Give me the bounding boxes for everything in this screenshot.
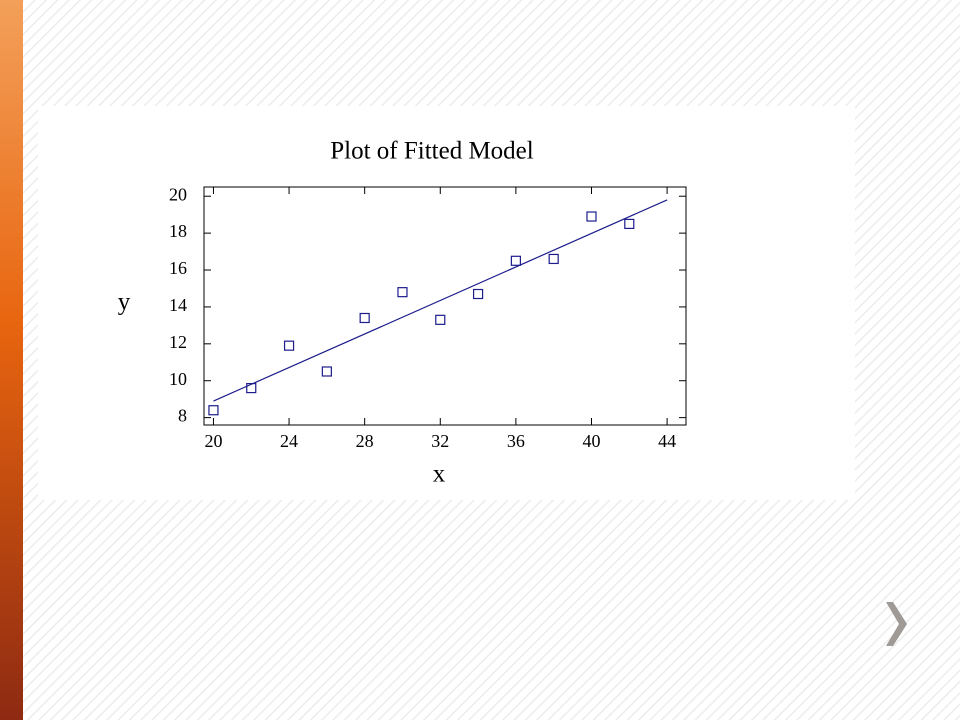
data-point bbox=[586, 211, 597, 222]
data-point bbox=[548, 253, 559, 265]
y-tick-label: 18 bbox=[169, 221, 187, 241]
y-tick-label: 12 bbox=[169, 332, 187, 352]
next-arrow[interactable] bbox=[886, 602, 907, 646]
data-point bbox=[472, 288, 484, 300]
x-tick-label: 32 bbox=[431, 431, 449, 451]
y-tick-label: 10 bbox=[169, 369, 187, 389]
x-tick-label: 40 bbox=[582, 431, 600, 451]
plot-frame bbox=[203, 186, 687, 426]
data-point bbox=[397, 287, 408, 298]
data-point bbox=[359, 312, 370, 324]
y-axis-label: y bbox=[118, 289, 131, 316]
data-point bbox=[321, 366, 332, 377]
x-tick-label: 36 bbox=[507, 431, 525, 451]
x-axis-label: x bbox=[433, 461, 446, 488]
x-tick-label: 24 bbox=[280, 431, 298, 451]
y-tick-label: 20 bbox=[169, 184, 187, 204]
y-tick-label: 14 bbox=[169, 295, 187, 315]
data-point bbox=[283, 340, 295, 351]
data-point bbox=[510, 255, 521, 266]
data-point bbox=[246, 383, 257, 394]
fit-line bbox=[213, 199, 668, 402]
data-point bbox=[435, 314, 446, 325]
accent-bar bbox=[0, 0, 23, 720]
y-tick-label: 16 bbox=[169, 258, 187, 278]
x-tick-label: 44 bbox=[658, 431, 676, 451]
chart: Plot of Fitted Model x y 20 24 28 32 36 40 44 8… bbox=[118, 138, 687, 488]
y-tick-label: 8 bbox=[178, 406, 187, 426]
chart-title: Plot of Fitted Model bbox=[330, 138, 534, 165]
x-tick-label: 20 bbox=[204, 431, 222, 451]
data-point bbox=[624, 218, 635, 229]
x-tick-label: 28 bbox=[356, 431, 374, 451]
chart-panel bbox=[38, 106, 855, 500]
data-point bbox=[208, 405, 219, 416]
